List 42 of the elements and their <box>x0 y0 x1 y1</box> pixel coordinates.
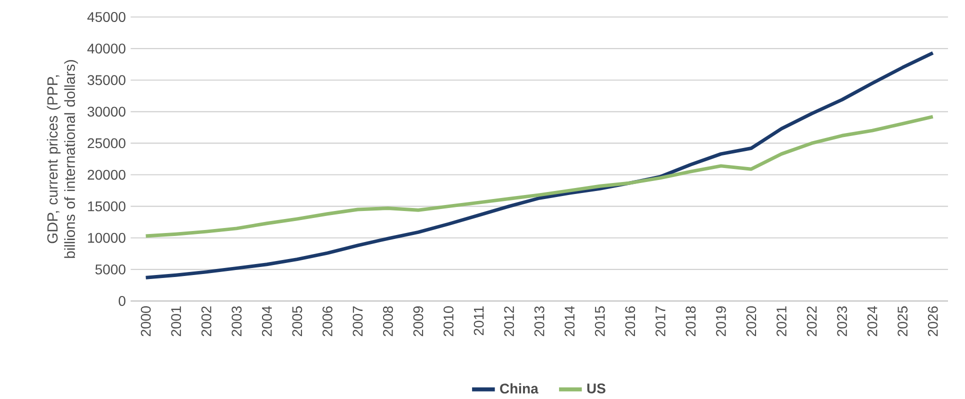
x-tick-label: 2001 <box>171 306 182 336</box>
x-tick-label: 2010 <box>444 306 454 336</box>
x-tick-label: 2018 <box>686 306 696 336</box>
y-tick-label: 45000 <box>87 12 126 22</box>
x-tick-label: 2020 <box>746 306 756 336</box>
y-tick-label: 25000 <box>88 138 126 148</box>
y-tick-label: 40000 <box>87 44 126 54</box>
y-tick-label: 15000 <box>88 201 126 212</box>
x-tick-label: 2021 <box>776 306 786 336</box>
x-tick-label: 2006 <box>322 306 332 336</box>
x-tick-label: 2017 <box>655 306 666 336</box>
x-tick-label: 2025 <box>898 306 908 336</box>
x-tick-label: 2003 <box>232 306 242 336</box>
x-tick-label: 2004 <box>262 306 272 336</box>
y-tick-label: 5000 <box>95 264 126 274</box>
x-tick-label: 2023 <box>837 306 848 336</box>
x-tick-label: 2012 <box>504 306 514 336</box>
x-tick-label: 2011 <box>474 306 484 336</box>
y-tick-label: 0 <box>118 296 126 306</box>
x-tick-label: 2009 <box>413 306 424 336</box>
x-tick-label: 2005 <box>292 306 302 336</box>
x-tick-label: 2026 <box>928 306 938 336</box>
x-tick-label: 2008 <box>383 306 393 336</box>
line-series <box>144 51 935 280</box>
legend-label: US <box>587 383 606 394</box>
x-tick-label: 2016 <box>625 306 636 336</box>
x-tick-label: 2014 <box>564 306 575 336</box>
x-tick-label: 2013 <box>534 306 544 336</box>
x-tick-label: 2015 <box>594 306 605 336</box>
y-tick-label: 30000 <box>88 106 126 117</box>
x-tick-label: 2000 <box>140 306 151 336</box>
line-series <box>144 114 935 238</box>
x-tick-label: 2019 <box>716 306 726 336</box>
y-tick-label: 35000 <box>88 75 126 86</box>
y-tick-label: 10000 <box>88 232 126 243</box>
y-tick-label: 20000 <box>88 170 126 180</box>
x-tick-label: 2007 <box>352 306 363 336</box>
legend-label: China <box>500 383 538 394</box>
x-tick-label: 2024 <box>867 306 878 336</box>
x-tick-label: 2022 <box>806 306 817 336</box>
y-axis-title: GDP, current prices (PPP, billions of international dollars) <box>46 60 78 258</box>
x-tick-label: 2002 <box>201 306 212 336</box>
